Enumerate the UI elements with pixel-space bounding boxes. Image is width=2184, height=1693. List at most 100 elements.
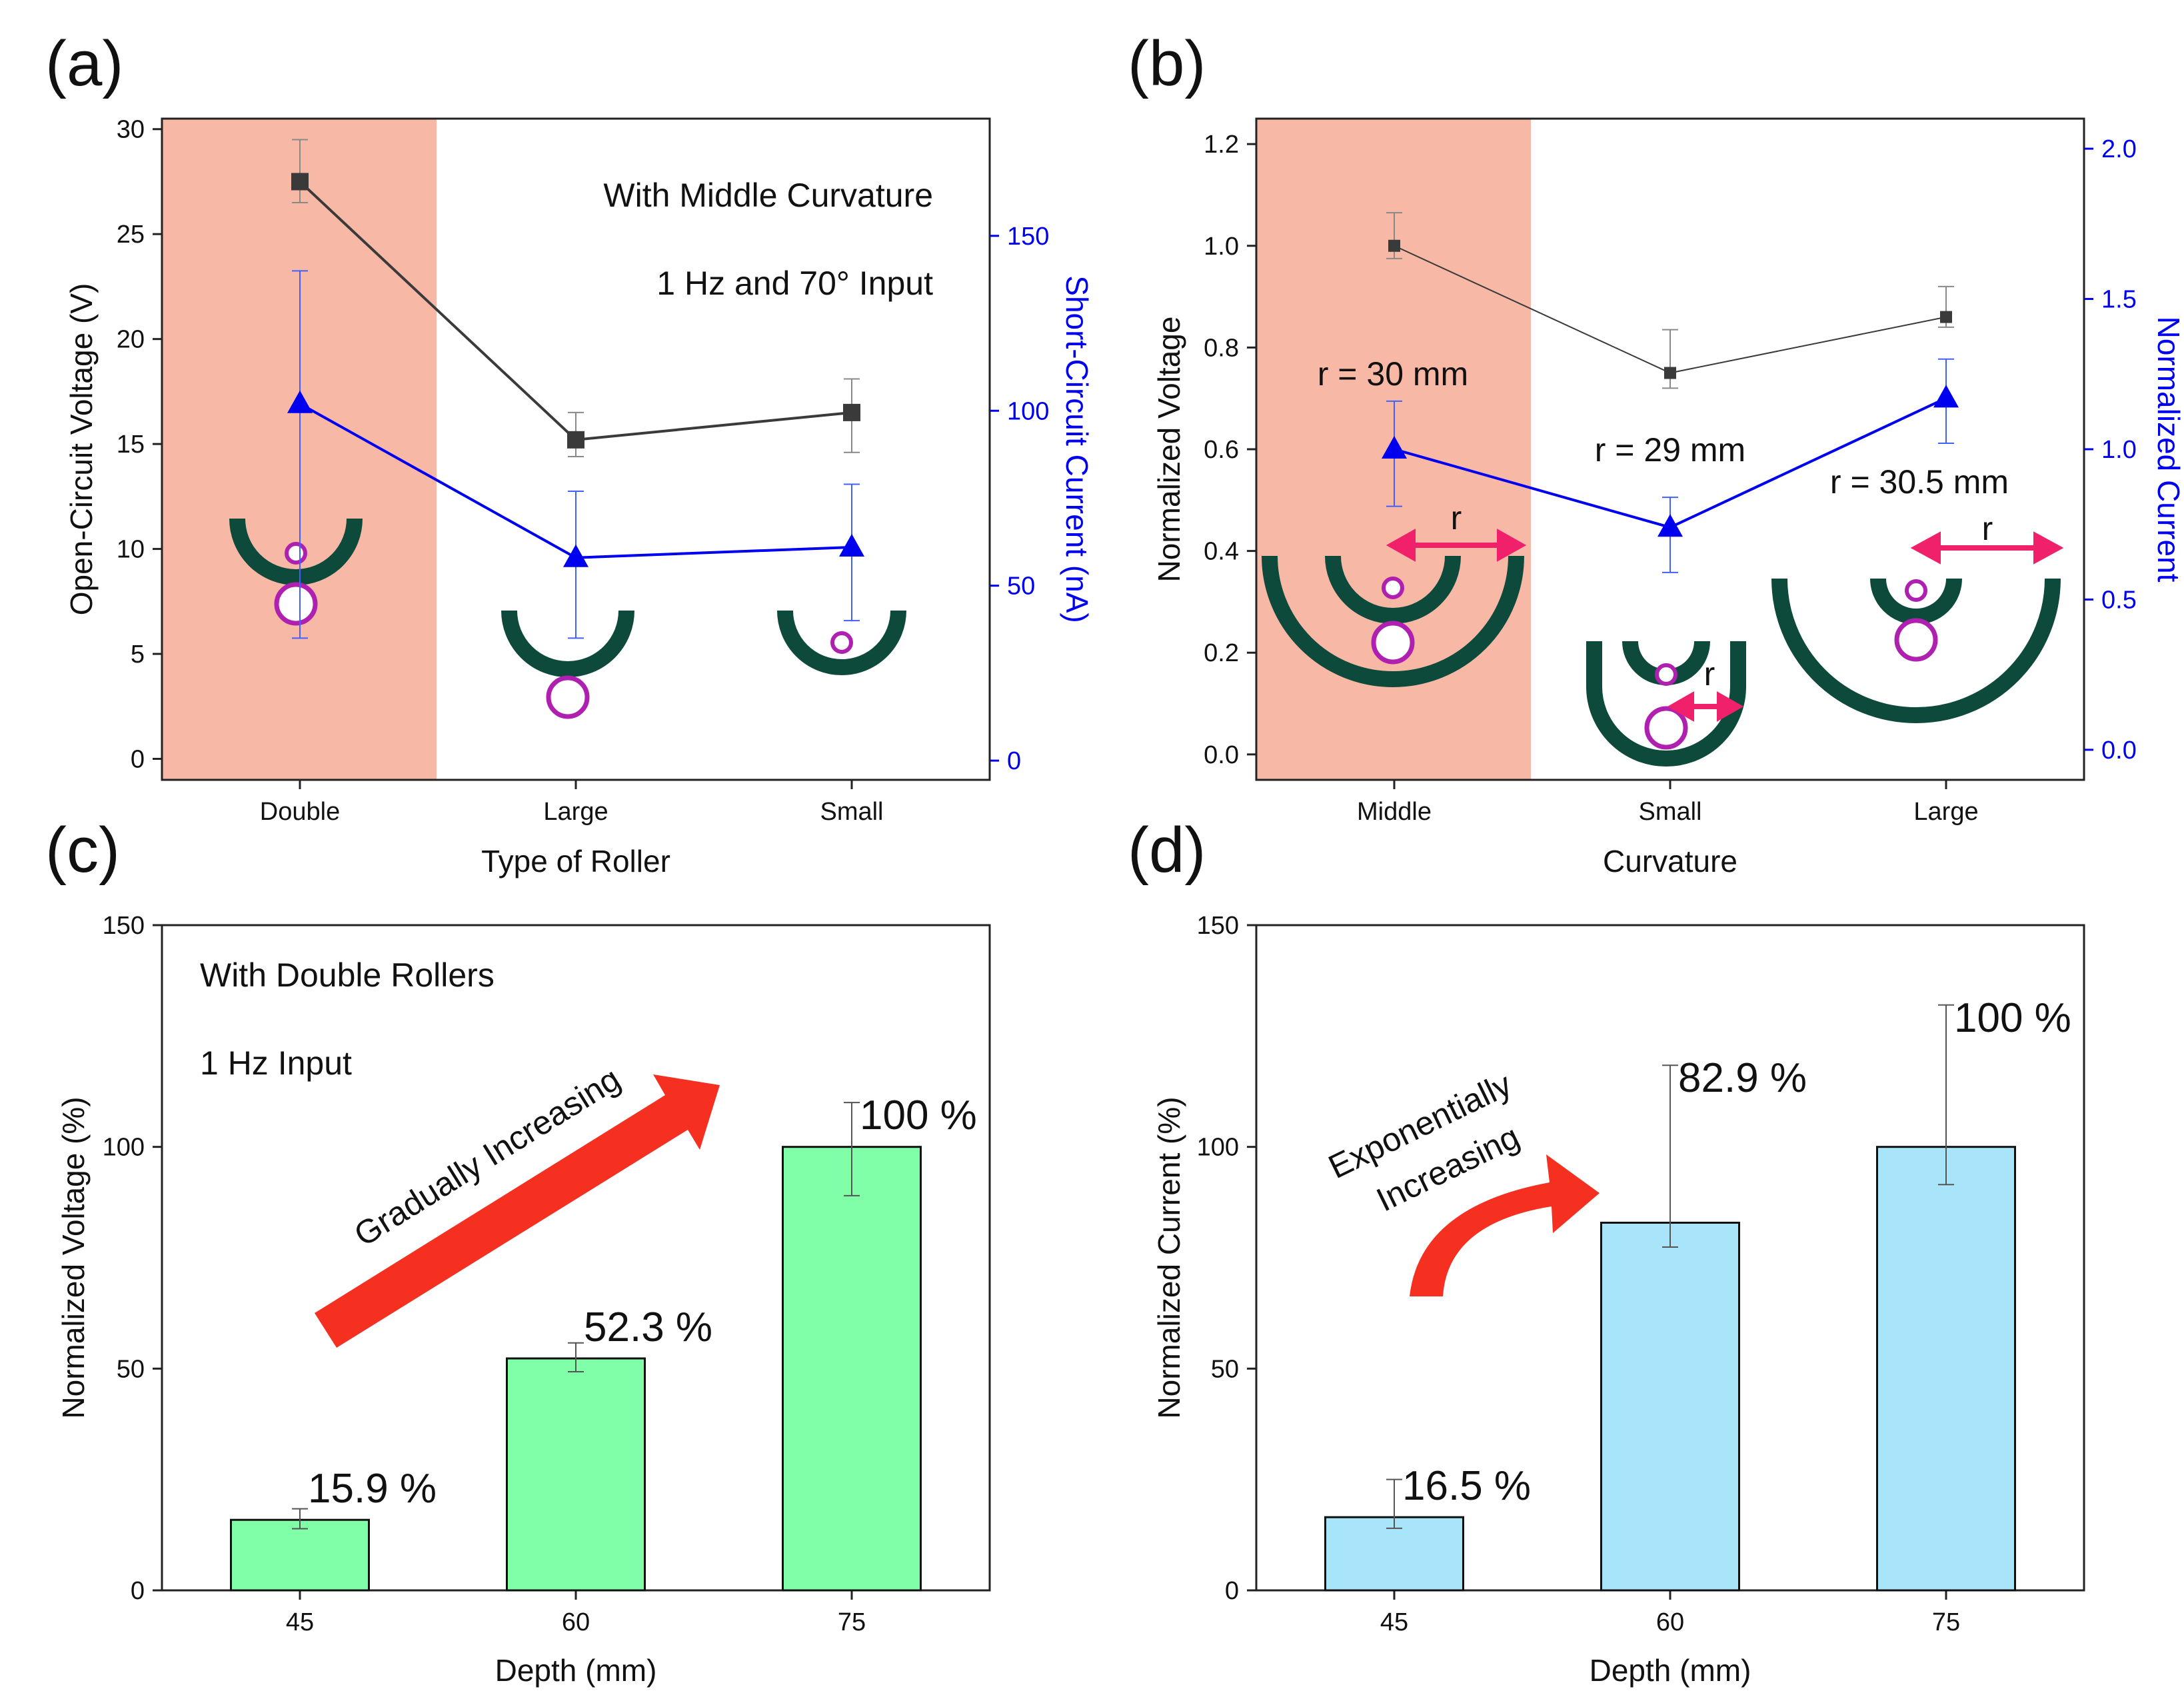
panel-c-annotation-rollers: With Double Rollers (200, 956, 495, 994)
panel-a-marker-square (291, 173, 309, 191)
panel-b-marker-triangle (1933, 385, 1959, 408)
panel-a-xtick-label: Large (543, 798, 608, 826)
panel-c-value-label: 15.9 % (308, 1466, 437, 1512)
panel-b-ytick-label: 0.0 (1204, 741, 1239, 769)
panel-c-ylabel: Normalized Voltage (%) (56, 1096, 91, 1418)
panel-b-axis-right: 0.0 0.5 1.0 1.5 2.0 (2084, 135, 2137, 765)
panel-b-ytick-label: 0.4 (1204, 538, 1239, 566)
panel-a-annotation-curvature: With Middle Curvature (603, 177, 933, 214)
panel-d-xtick-label: 45 (1380, 1608, 1408, 1636)
panel-d-ytick-label: 50 (1211, 1355, 1239, 1383)
panel-b-marker-triangle (1657, 514, 1683, 537)
panel-a-roller-icons (229, 518, 906, 719)
panel-b-axis-left: 0.0 0.2 0.4 0.6 0.8 1.0 1.2 (1204, 131, 1256, 769)
panel-a-xtick-label: Double (260, 798, 340, 826)
panel-a-marker-square (567, 431, 584, 449)
panel-b-r-symbol-large: r (1982, 510, 1993, 547)
panel-d-bar (1876, 1146, 2016, 1592)
panel-b-xtick-label: Middle (1357, 798, 1432, 826)
panel-a-annotation-input: 1 Hz and 70° Input (656, 265, 933, 302)
panel-a-marker-square (843, 403, 860, 421)
panel-a-ytick-label: 10 (117, 536, 145, 564)
panel-c-ytick-label: 150 (103, 912, 145, 940)
panel-b-ytick-label: 0.8 (1204, 334, 1239, 362)
panel-b-marker-triangle (1382, 436, 1407, 459)
panel-b-axis-x: Middle Small Large (1357, 780, 1979, 826)
panel-b-xtick-label: Small (1638, 798, 1701, 826)
panel-a-marker-triangle (287, 390, 313, 413)
panel-d-letter: (d) (1128, 815, 1206, 886)
panel-d-value-label: 82.9 % (1678, 1055, 1807, 1101)
panel-b-r-symbol-middle: r (1451, 499, 1462, 537)
panel-a-marker-triangle (563, 544, 588, 567)
panel-d-axis-left: 0 50 100 150 (1197, 912, 1256, 1605)
panel-d-marks: 16.5 % 82.9 % 100 % (1324, 995, 2071, 1592)
panel-c-axis-x: 45 60 75 (286, 1590, 866, 1636)
panel-c-value-label: 100 % (860, 1092, 977, 1138)
panel-a-axis-x: Double Large Small (260, 780, 884, 826)
panel-b-marks (1382, 212, 1959, 573)
panel-b-xlabel: Curvature (1603, 844, 1737, 878)
panel-a-ylabel-right: Short-Circuit Current (nA) (1060, 275, 1094, 623)
panel-b-ylabel-right: Normalized Current (2151, 317, 2184, 583)
panel-a-ytick-right-label: 150 (1007, 223, 1049, 251)
panel-b-marker-square (1940, 311, 1952, 323)
panel-c-annotation-input: 1 Hz Input (200, 1044, 352, 1082)
panel-b-label-r-middle: r = 30 mm (1318, 355, 1468, 393)
panel-c-xtick-label: 60 (562, 1608, 590, 1636)
panel-d-bar (1600, 1221, 1740, 1592)
panel-c-xtick-label: 45 (286, 1608, 314, 1636)
panel-c-axis-left: 0 50 100 150 (103, 912, 162, 1605)
panel-d-value-label: 100 % (1954, 995, 2071, 1041)
panel-c-bar (506, 1357, 646, 1592)
panel-d-bar (1324, 1516, 1464, 1592)
panel-c-arrow-icon (315, 1074, 720, 1348)
panel-a-ytick-label: 5 (131, 641, 145, 669)
panel-a-axis-left: 0 5 10 15 20 25 30 (117, 116, 162, 774)
panel-d-curved-arrow-icon (1410, 1154, 1600, 1296)
panel-a: (a) With Middle Curvature 1 Hz and 70° I… (45, 28, 1094, 878)
panel-a-ytick-label: 20 (117, 326, 145, 354)
panel-c-letter: (c) (45, 815, 120, 886)
panel-b-xtick-label: Large (1913, 798, 1978, 826)
panel-a-ytick-right-label: 50 (1007, 573, 1035, 601)
panel-d: (d) Exponentially Increasing 0 50 100 150 4… (1128, 815, 2085, 1688)
panel-a-ytick-label: 30 (117, 116, 145, 144)
panel-d-xlabel: Depth (mm) (1590, 1653, 1751, 1688)
panel-c-value-label: 52.3 % (584, 1304, 712, 1350)
panel-c-bar (782, 1146, 922, 1592)
panel-c-bar (230, 1518, 370, 1592)
panel-a-marker-triangle (839, 533, 864, 557)
panel-b-ytick-right-label: 2.0 (2101, 135, 2137, 163)
panel-d-value-label: 16.5 % (1402, 1463, 1531, 1509)
panel-b-marker-square (1664, 367, 1676, 379)
panel-b-roller-icons (1262, 555, 2061, 767)
panel-d-xtick-label: 75 (1932, 1608, 1960, 1636)
panel-b-ytick-label: 1.0 (1204, 233, 1239, 261)
panel-c: (c) With Double Rollers 1 Hz Input Gradu… (45, 815, 991, 1688)
panel-b-r-symbol-small: r (1704, 655, 1715, 693)
panel-d-ytick-label: 100 (1197, 1134, 1239, 1162)
panel-b-marker-square (1388, 239, 1400, 252)
panel-a-axis-right: 0 50 100 150 (990, 223, 1049, 775)
panel-d-ytick-label: 150 (1197, 912, 1239, 940)
panel-a-ytick-right-label: 100 (1007, 397, 1049, 425)
panel-b-radius-arrows (1386, 529, 2064, 722)
panel-b-ytick-right-label: 0.0 (2101, 737, 2137, 765)
panel-d-trend-arrow: Exponentially Increasing (1323, 1065, 1600, 1296)
panel-b-label-r-small: r = 29 mm (1595, 431, 1745, 469)
panel-b-ytick-right-label: 0.5 (2101, 586, 2137, 614)
panel-b-ylabel-left: Normalized Voltage (1152, 317, 1186, 583)
panel-b-ytick-right-label: 1.0 (2101, 436, 2137, 464)
panel-b: (b) r = 30 mm r = 29 mm r = 30.5 mm (1128, 28, 2184, 878)
panel-c-xtick-label: 75 (838, 1608, 866, 1636)
panel-b-ytick-label: 0.2 (1204, 639, 1239, 667)
panel-b-label-r-large: r = 30.5 mm (1830, 463, 2009, 501)
panel-a-ytick-label: 0 (131, 746, 145, 774)
panel-d-axis-x: 45 60 75 (1380, 1590, 1960, 1636)
panel-c-marks: 15.9 % 52.3 % 100 % (230, 1092, 977, 1592)
panel-a-xlabel: Type of Roller (481, 844, 670, 878)
panel-a-ytick-label: 15 (117, 431, 145, 459)
panel-c-xlabel: Depth (mm) (495, 1653, 657, 1688)
